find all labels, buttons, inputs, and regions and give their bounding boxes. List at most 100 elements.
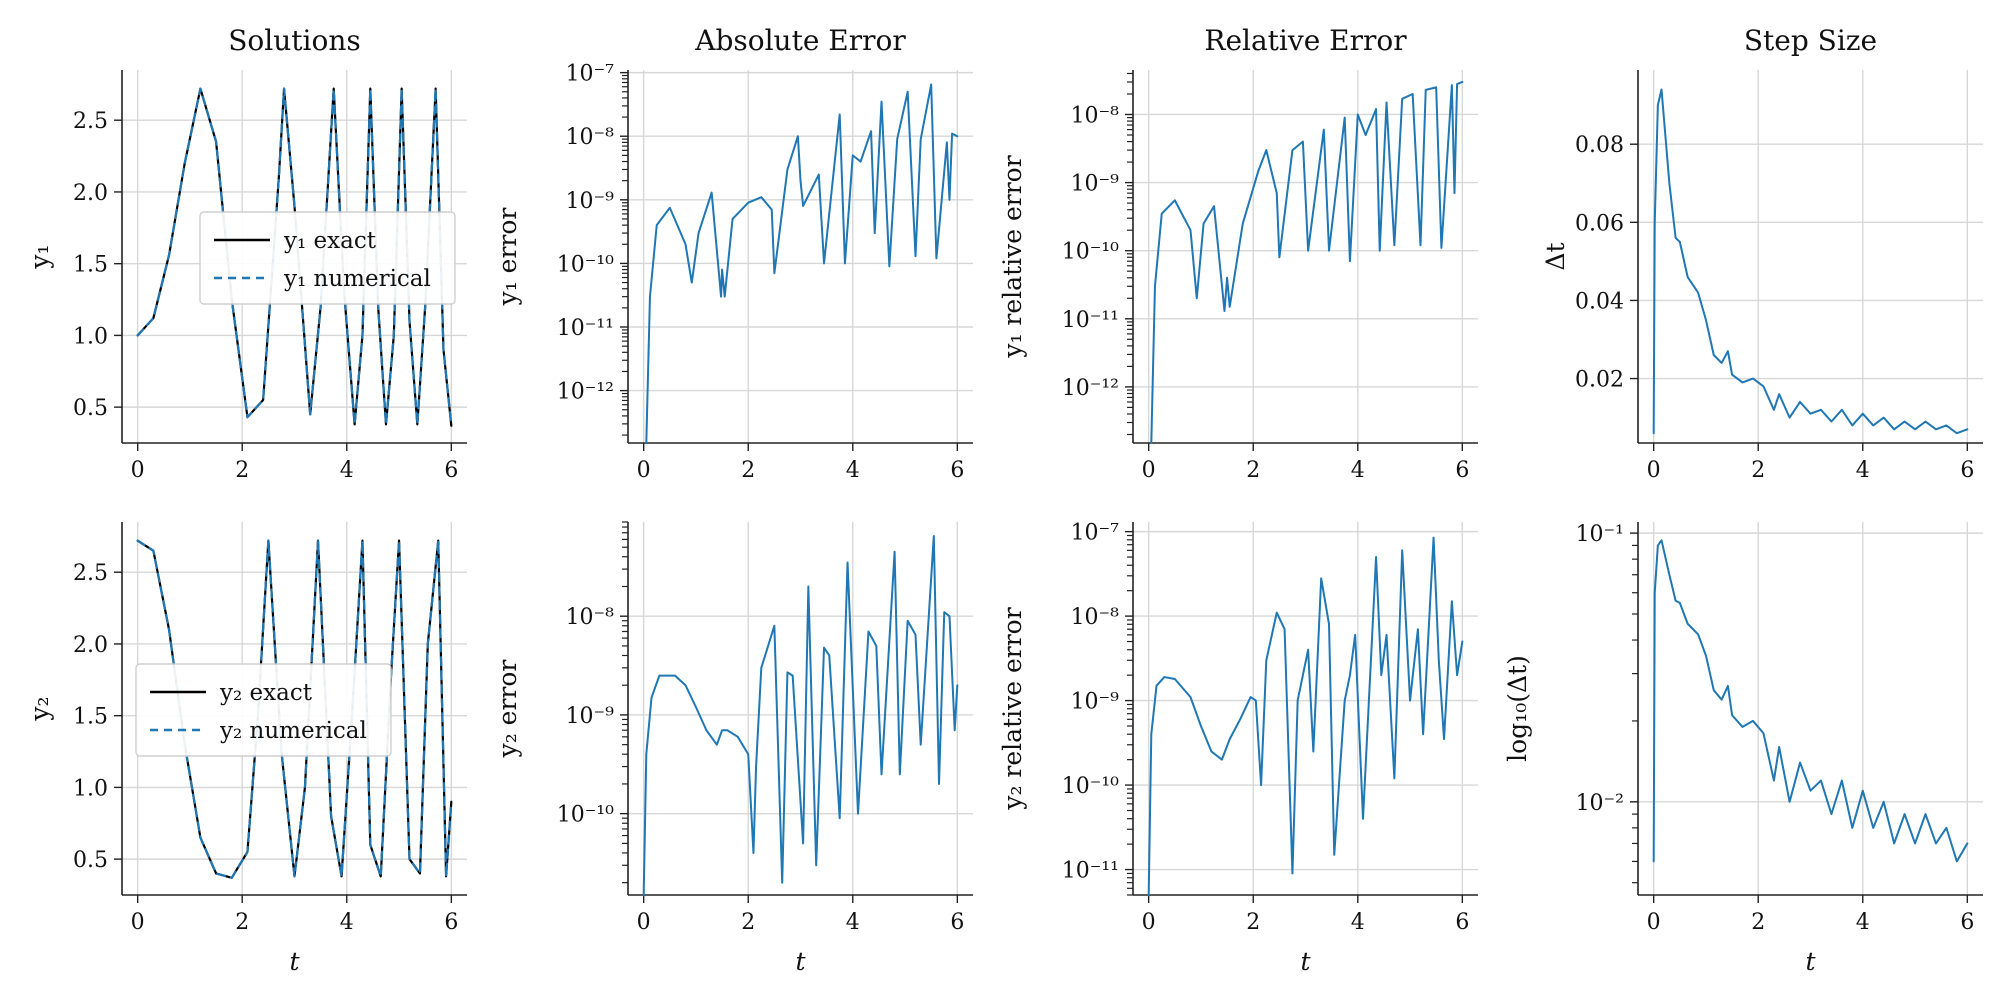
x-tick-label-5-3: 6 bbox=[950, 910, 964, 935]
x-tick-label-4-3: 6 bbox=[444, 910, 458, 935]
x-tick-label-0-2: 4 bbox=[340, 458, 354, 483]
y-tick-label-1-1: 10⁻¹¹ bbox=[557, 316, 614, 341]
x-tick-label-6-0: 0 bbox=[1142, 910, 1156, 935]
x-tick-label-7-1: 2 bbox=[1751, 910, 1765, 935]
y-tick-label-1-0: 10⁻¹² bbox=[557, 380, 614, 405]
x-tick-label-5-2: 4 bbox=[846, 910, 860, 935]
series-line-6-0 bbox=[1147, 536, 1464, 896]
legend-box-4 bbox=[135, 663, 392, 757]
x-tick-label-0-1: 2 bbox=[235, 458, 249, 483]
y-tick-label-2-3: 10⁻⁹ bbox=[1071, 172, 1120, 197]
legend-label-4-0: y₂ exact bbox=[219, 680, 313, 706]
x-tick-label-7-2: 4 bbox=[1856, 910, 1870, 935]
y-tick-label-5-0: 10⁻¹⁰ bbox=[557, 803, 614, 828]
y-tick-label-0-0: 0.5 bbox=[73, 396, 108, 421]
chart-absolute_error_y1: 0 2 4 6 10⁻¹² 10⁻¹¹ 10⁻¹⁰ 10⁻⁹ 10⁻⁸ 10⁻⁷ Absolute … bbox=[493, 24, 973, 483]
y-axis-label-7: log₁₀(Δt) bbox=[1503, 655, 1532, 762]
y-tick-label-0-3: 2.0 bbox=[73, 181, 108, 206]
x-axis-label-6: t bbox=[1300, 947, 1311, 976]
y-axis-label-6: y₂ relative error bbox=[998, 607, 1027, 810]
series-line-2-0 bbox=[1150, 80, 1464, 444]
y-tick-label-4-3: 2.0 bbox=[73, 633, 108, 658]
y-tick-label-4-1: 1.0 bbox=[73, 776, 108, 801]
x-tick-label-7-0: 0 bbox=[1647, 910, 1661, 935]
series-line-7-0 bbox=[1652, 539, 1969, 863]
series-line-5-0 bbox=[642, 534, 959, 896]
y-axis-label-0: y₁ bbox=[25, 244, 54, 269]
x-tick-label-1-3: 6 bbox=[950, 458, 964, 483]
y-axis-label-1: y₁ error bbox=[493, 208, 522, 307]
y-tick-label-2-2: 10⁻¹⁰ bbox=[1062, 240, 1119, 265]
legend-label-0-0: y₁ exact bbox=[283, 228, 377, 254]
y-axis-label-4: y₂ bbox=[25, 696, 54, 721]
chart-relative_error_y2: 0 2 4 6 10⁻¹¹ 10⁻¹⁰ 10⁻⁹ 10⁻⁸ 10⁻⁷ t y₂ relative e… bbox=[998, 521, 1478, 976]
chart-title-0: Solutions bbox=[228, 24, 361, 57]
x-tick-label-3-1: 2 bbox=[1751, 458, 1765, 483]
chart-title-3: Step Size bbox=[1744, 24, 1877, 57]
x-axis-label-4: t bbox=[289, 947, 300, 976]
x-axis-label-5: t bbox=[795, 947, 806, 976]
chart-solutions_y2: 0 2 4 6 0.5 1.0 1.5 2.0 2.5 t y₂ y₂ exact y₂ numeric… bbox=[25, 522, 467, 976]
x-tick-label-4-1: 2 bbox=[235, 910, 249, 935]
y-axis-label-5: y₂ error bbox=[493, 660, 522, 759]
x-tick-label-1-2: 4 bbox=[846, 458, 860, 483]
y-tick-label-6-0: 10⁻¹¹ bbox=[1062, 859, 1119, 884]
y-tick-label-6-2: 10⁻⁹ bbox=[1071, 690, 1120, 715]
chart-absolute_error_y2: 0 2 4 6 10⁻¹⁰ 10⁻⁹ 10⁻⁸ t y₂ error bbox=[493, 521, 973, 976]
y-tick-label-4-0: 0.5 bbox=[73, 848, 108, 873]
y-tick-label-4-4: 2.5 bbox=[73, 561, 108, 586]
y-tick-label-2-0: 10⁻¹² bbox=[1062, 376, 1119, 401]
y-tick-label-1-4: 10⁻⁸ bbox=[566, 125, 615, 150]
x-tick-label-2-3: 6 bbox=[1455, 458, 1469, 483]
y-tick-label-3-0: 0.02 bbox=[1575, 368, 1624, 393]
series-line-0-1 bbox=[136, 87, 453, 427]
x-tick-label-6-1: 2 bbox=[1246, 910, 1260, 935]
y-tick-label-1-3: 10⁻⁹ bbox=[566, 189, 615, 214]
y-tick-label-7-1: 10⁻¹ bbox=[1576, 522, 1624, 547]
y-tick-label-2-1: 10⁻¹¹ bbox=[1062, 308, 1119, 333]
series-line-1-0 bbox=[645, 83, 959, 444]
y-tick-label-7-0: 10⁻² bbox=[1576, 791, 1624, 816]
x-tick-label-2-1: 2 bbox=[1246, 458, 1260, 483]
x-tick-label-1-0: 0 bbox=[637, 458, 651, 483]
x-tick-label-4-0: 0 bbox=[131, 910, 145, 935]
legend-4: y₂ exact y₂ numerical bbox=[135, 663, 392, 757]
y-axis-label-3: Δt bbox=[1541, 242, 1570, 270]
x-tick-label-0-3: 6 bbox=[444, 458, 458, 483]
y-tick-label-0-4: 2.5 bbox=[73, 109, 108, 134]
y-tick-label-6-3: 10⁻⁸ bbox=[1071, 605, 1120, 630]
x-tick-label-1-1: 2 bbox=[741, 458, 755, 483]
y-tick-label-6-1: 10⁻¹⁰ bbox=[1062, 774, 1119, 799]
y-tick-label-5-1: 10⁻⁹ bbox=[566, 704, 615, 729]
x-tick-label-6-3: 6 bbox=[1455, 910, 1469, 935]
legend-label-0-1: y₁ numerical bbox=[283, 266, 431, 292]
x-tick-label-5-1: 2 bbox=[741, 910, 755, 935]
y-tick-label-0-1: 1.0 bbox=[73, 324, 108, 349]
y-axis-label-2: y₁ relative error bbox=[998, 155, 1027, 358]
x-tick-label-3-2: 4 bbox=[1856, 458, 1870, 483]
y-tick-label-3-3: 0.08 bbox=[1575, 133, 1624, 158]
series-line-3-0 bbox=[1652, 88, 1969, 435]
chart-step_size_top: 0 2 4 6 0.02 0.04 0.06 0.08 Step Size Δt bbox=[1541, 24, 1983, 483]
y-tick-label-2-4: 10⁻⁸ bbox=[1071, 103, 1120, 128]
y-tick-label-4-2: 1.5 bbox=[73, 705, 108, 730]
legend-0: y₁ exact y₁ numerical bbox=[199, 211, 456, 305]
x-tick-label-6-2: 4 bbox=[1351, 910, 1365, 935]
y-tick-label-5-2: 10⁻⁸ bbox=[566, 605, 615, 630]
x-tick-label-0-0: 0 bbox=[131, 458, 145, 483]
x-tick-label-3-3: 6 bbox=[1960, 458, 1974, 483]
x-axis-label-7: t bbox=[1805, 947, 1816, 976]
chart-title-2: Relative Error bbox=[1204, 24, 1407, 57]
x-tick-label-7-3: 6 bbox=[1960, 910, 1974, 935]
x-tick-label-3-0: 0 bbox=[1647, 458, 1661, 483]
x-tick-label-4-2: 4 bbox=[340, 910, 354, 935]
x-tick-label-2-0: 0 bbox=[1142, 458, 1156, 483]
chart-step_size_bottom: 0 2 4 6 10⁻² 10⁻¹ t log₁₀(Δt) bbox=[1503, 522, 1983, 976]
chart-relative_error_y1: 0 2 4 6 10⁻¹² 10⁻¹¹ 10⁻¹⁰ 10⁻⁹ 10⁻⁸ Relative Erro… bbox=[998, 24, 1478, 483]
x-tick-label-5-0: 0 bbox=[637, 910, 651, 935]
legend-box-0 bbox=[199, 211, 456, 305]
y-tick-label-3-1: 0.04 bbox=[1575, 289, 1624, 314]
legend-label-4-1: y₂ numerical bbox=[219, 718, 367, 744]
